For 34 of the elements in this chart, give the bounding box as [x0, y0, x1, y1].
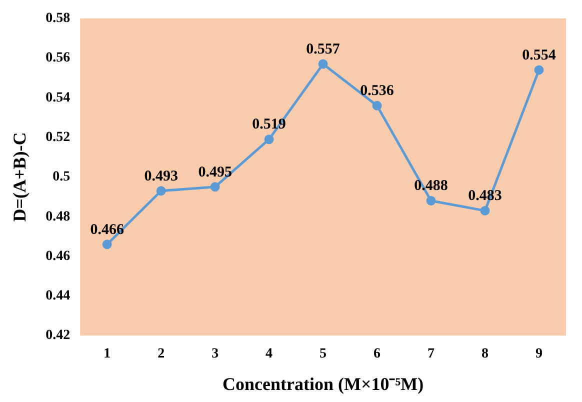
x-tick-label: 9 [536, 346, 543, 362]
point [156, 186, 166, 196]
x-tick-label: 1 [104, 346, 111, 362]
data-label: 0.557 [306, 41, 340, 58]
y-tick-label: 0.58 [46, 11, 70, 26]
x-tick-label: 4 [266, 346, 273, 362]
y-tick-label: 0.44 [46, 288, 70, 304]
y-tick-label: 0.56 [46, 50, 70, 66]
x-tick-label: 8 [482, 346, 489, 362]
point [426, 196, 436, 206]
y-tick-label: 0.42 [46, 328, 70, 344]
point [264, 134, 274, 144]
y-tick-label: 0.46 [46, 248, 70, 264]
y-tick-label: 0.5 [52, 170, 70, 185]
x-tick-label: 2 [158, 346, 165, 362]
point [318, 59, 328, 69]
point [210, 182, 220, 192]
point [372, 100, 382, 110]
y-tick-label: 0.54 [46, 90, 70, 106]
data-label: 0.536 [360, 83, 394, 100]
data-label: 0.493 [144, 168, 178, 184]
point [102, 240, 112, 250]
y-tick-label: 0.48 [46, 209, 70, 224]
data-label: 0.554 [522, 47, 556, 64]
x-tick-label: 3 [212, 346, 219, 362]
y-axis-title: D=(A+B)-C [9, 132, 30, 222]
y-tick-label: 0.52 [46, 130, 70, 145]
point [534, 65, 544, 75]
x-tick-label: 6 [374, 346, 381, 362]
data-label: 0.495 [198, 164, 232, 180]
x-tick-label: 7 [428, 346, 435, 362]
x-tick-label: 5 [320, 346, 327, 362]
x-axis-title: Concentration (M×10⁻⁵M) [222, 374, 424, 394]
point [480, 206, 490, 216]
